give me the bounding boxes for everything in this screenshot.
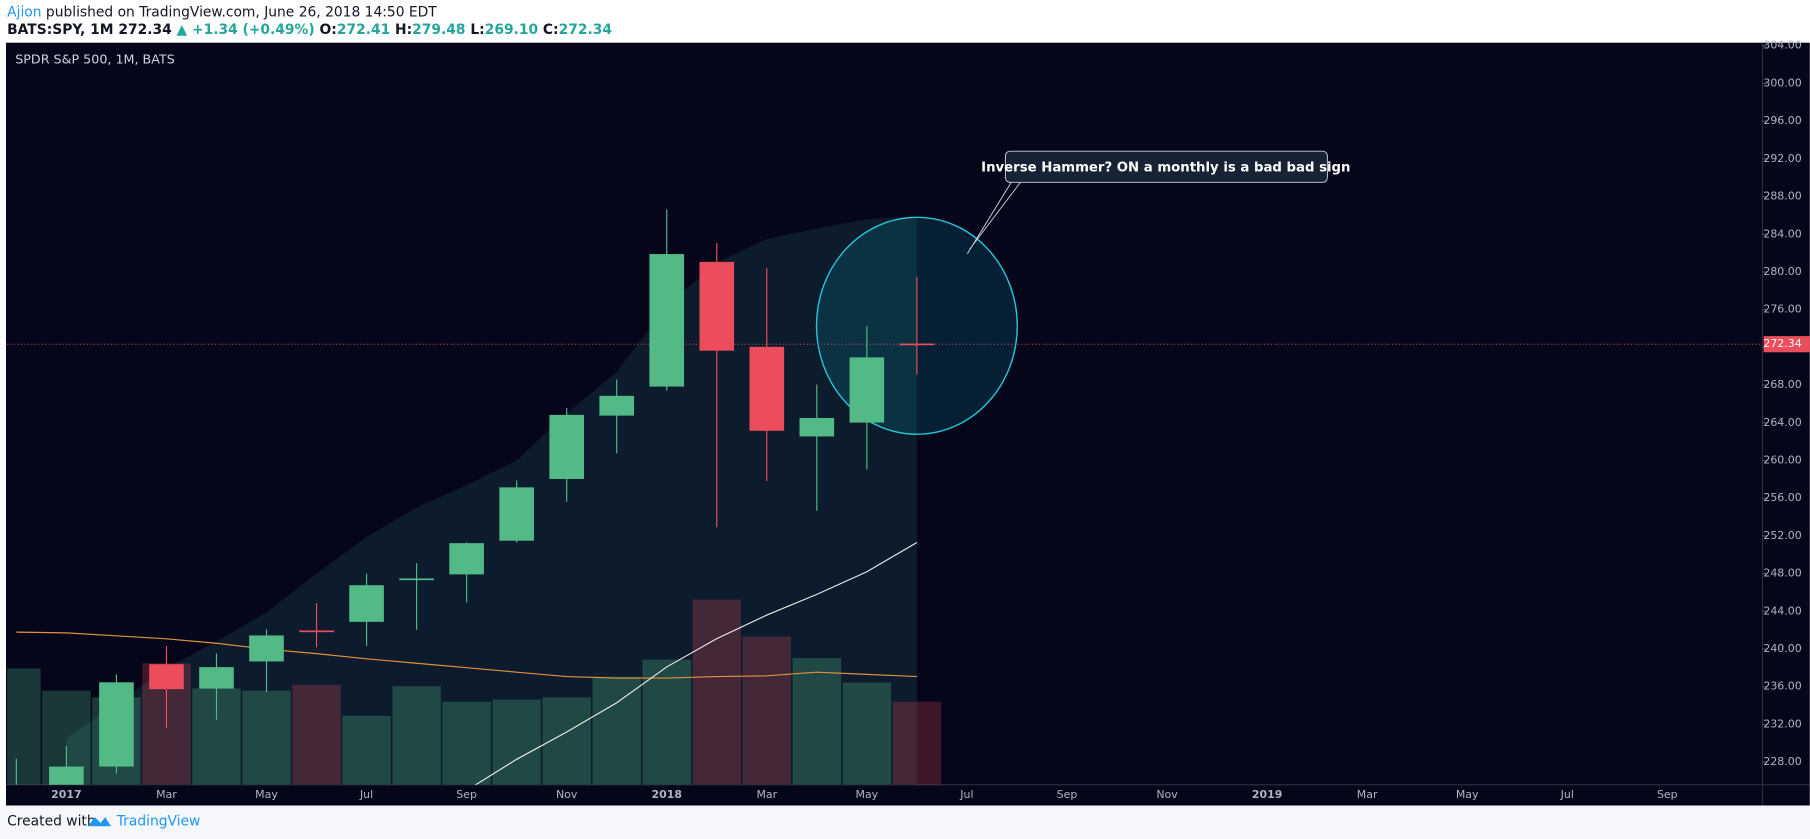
- symbol: BATS:SPY, 1M: [7, 22, 113, 38]
- y-tick-label: 260.00: [1763, 453, 1801, 466]
- candle-body: [449, 543, 484, 575]
- volume-bar: [742, 636, 792, 785]
- author[interactable]: Ajion: [7, 5, 41, 21]
- y-tick-label: 228.00: [1763, 755, 1801, 768]
- y-tick-label: 288.00: [1763, 190, 1801, 203]
- arrow: ▲: [177, 22, 188, 38]
- x-tick-label: May: [255, 788, 278, 801]
- x-tick-label: 2017: [51, 788, 82, 801]
- candle-body: [399, 578, 434, 581]
- candle-body: [99, 682, 134, 767]
- x-tick-label: Jul: [359, 788, 373, 801]
- candle-body: [249, 635, 284, 662]
- candle-body: [49, 766, 84, 785]
- x-tick-label: Mar: [156, 788, 177, 801]
- x-tick-label: Nov: [1156, 788, 1178, 801]
- x-tick-label: 2019: [1252, 788, 1282, 801]
- x-tick-label: May: [856, 788, 879, 801]
- volume-bar: [442, 701, 491, 785]
- y-tick-label: 300.00: [1763, 76, 1801, 89]
- y-tick-label: 236.00: [1763, 680, 1801, 693]
- ohlc-value: 272.34: [559, 22, 612, 38]
- ohlc-label: H:: [395, 22, 412, 38]
- last: 272.34: [118, 22, 171, 38]
- candle-body: [349, 585, 384, 622]
- x-tick-label: Mar: [1357, 788, 1378, 801]
- candle-body: [699, 261, 735, 351]
- symbol-line: BATS:SPY, 1M 272.34 ▲ +1.34 (+0.49%) O:2…: [7, 22, 612, 38]
- ohlc-value: 279.48: [412, 22, 465, 38]
- x-tick-label: Sep: [1057, 788, 1078, 801]
- price-pane: [7, 209, 1763, 785]
- y-tick-label: 264.00: [1763, 416, 1801, 429]
- footer-brand[interactable]: TradingView: [116, 814, 201, 830]
- ohlc-label: O:: [320, 22, 337, 38]
- price-ma-line: [474, 542, 918, 785]
- y-tick-label: 276.00: [1763, 303, 1801, 316]
- footer-text: Created with: [7, 814, 95, 830]
- volume-bar: [492, 699, 541, 785]
- x-tick-label: Sep: [1657, 788, 1678, 801]
- x-tick-label: Jul: [1560, 788, 1574, 801]
- volume-bar: [892, 701, 942, 785]
- y-tick-label: 296.00: [1763, 114, 1801, 127]
- volume-bar: [592, 676, 641, 785]
- y-tick-label: 292.00: [1763, 152, 1801, 165]
- footer-background: [0, 805, 1810, 839]
- y-tick-label: 232.00: [1763, 717, 1801, 730]
- candle-body: [149, 664, 184, 690]
- candle-body: [199, 667, 234, 689]
- header-line: Ajion published on TradingView.com, June…: [7, 5, 437, 21]
- y-tick-label: 240.00: [1763, 642, 1801, 655]
- volume-bar: [242, 690, 291, 785]
- axes: 228.00 232.00 236.00 240.00 244.00 248.00 252.…: [51, 39, 1810, 801]
- y-tick-label: 256.00: [1763, 491, 1801, 504]
- volume-bar: [292, 684, 341, 785]
- ohlc-label: L:: [470, 22, 484, 38]
- candle-body: [749, 346, 785, 431]
- volume-bar: [342, 715, 391, 785]
- x-tick-label: Mar: [756, 788, 777, 801]
- published: published on TradingView.com, June 26, 2…: [46, 5, 437, 21]
- candle-body: [849, 357, 885, 423]
- candle-body: [599, 395, 635, 416]
- chart-title: SPDR S&P 500, 1M, BATS: [15, 52, 175, 67]
- y-tick-label: 284.00: [1763, 227, 1801, 240]
- y-tick-label: 280.00: [1763, 265, 1801, 278]
- callout-box: [1004, 150, 1328, 183]
- candle-body: [899, 343, 935, 346]
- x-tick-label: 2018: [651, 788, 682, 801]
- y-tick-label: 244.00: [1763, 604, 1801, 617]
- volume-bar: [7, 668, 41, 785]
- candle-body: [799, 417, 835, 437]
- x-tick-label: Nov: [556, 788, 578, 801]
- ohlc-value: 269.10: [485, 22, 538, 38]
- volume-bar: [392, 686, 441, 785]
- volume-ma-line: [16, 631, 917, 679]
- last-price-label: 272.34: [1763, 337, 1801, 350]
- callout-pointer: [966, 182, 1021, 255]
- candle-body: [549, 414, 584, 479]
- ohlc-value: 272.41: [337, 22, 390, 38]
- volume-bar: [792, 658, 842, 785]
- volume-bar: [642, 659, 691, 785]
- annotation-text: Inverse Hammer? ON a monthly is a bad ba…: [981, 160, 1350, 175]
- x-tick-label: Jul: [959, 788, 973, 801]
- volume-bar: [842, 682, 892, 785]
- last-price-box: [1763, 336, 1810, 353]
- candle-body: [299, 630, 334, 633]
- y-tick-label: 252.00: [1763, 529, 1801, 542]
- change: +1.34 (+0.49%): [192, 22, 315, 38]
- x-tick-label: Sep: [456, 788, 477, 801]
- candle-body: [499, 487, 534, 541]
- ohlc-label: C:: [543, 22, 559, 38]
- x-tick-label: May: [1456, 788, 1479, 801]
- y-tick-label: 304.00: [1763, 39, 1801, 52]
- y-tick-label: 248.00: [1763, 567, 1801, 580]
- candle-body: [649, 254, 685, 387]
- volume-bar: [692, 599, 742, 785]
- y-tick-label: 268.00: [1763, 378, 1801, 391]
